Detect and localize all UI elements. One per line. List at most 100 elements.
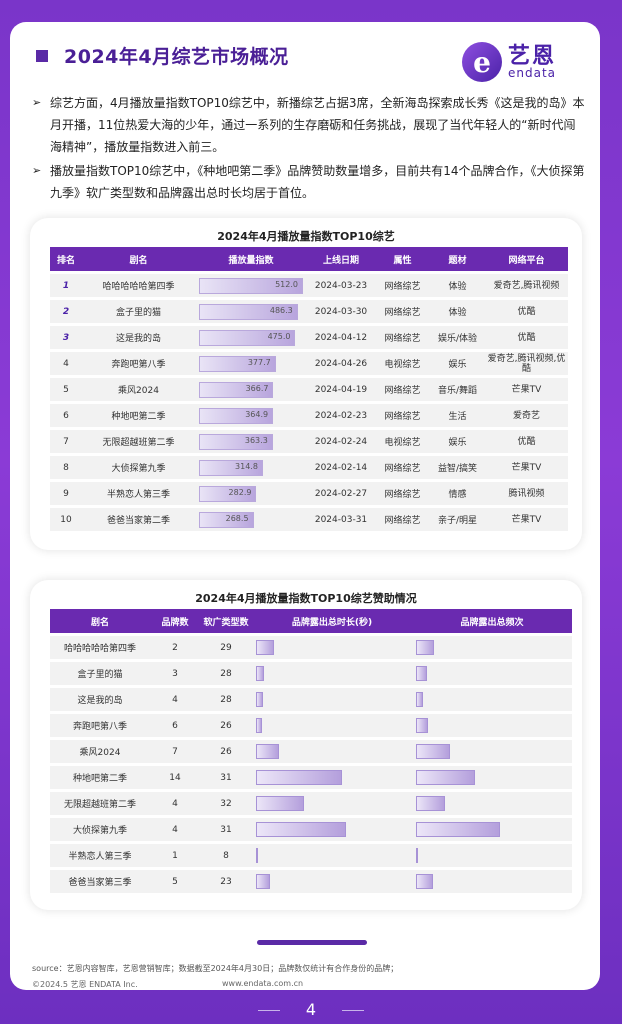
logo-cn-text: 艺恩 [508, 44, 557, 69]
table-row: 7 无限超越班第二季 363.3 2024-02-24 电视综艺 娱乐 优酷 [50, 430, 568, 453]
rank-cell: 6 [50, 404, 82, 427]
frequency-bar [416, 640, 434, 655]
genre-cell: 娱乐 [430, 352, 485, 375]
report-page: 2024年4月综艺市场概况 e 艺恩 endata ➢ 综艺方面，4月播放量指数… [10, 22, 600, 990]
table-row: 种地吧第二季 14 31 [50, 766, 572, 789]
table-row: 大侦探第九季 4 31 [50, 818, 572, 841]
date-cell: 2024-02-24 [307, 430, 375, 453]
rank-cell: 5 [50, 378, 82, 401]
bullet-text: 播放量指数TOP10综艺中，《种地吧第二季》品牌赞助数量增多，目前共有14个品牌… [50, 164, 585, 200]
types-cell: 31 [200, 766, 252, 789]
index-bar: 363.3 [199, 433, 273, 450]
frequency-bar [416, 822, 500, 837]
duration-bar [256, 796, 304, 811]
table-row: 乘风2024 7 26 [50, 740, 572, 763]
rank-cell: 10 [50, 508, 82, 531]
duration-cell [252, 766, 412, 789]
duration-bar [256, 666, 265, 681]
duration-bar [256, 692, 264, 707]
table-row: 5 乘风2024 366.7 2024-04-19 网络综艺 音乐/舞蹈 芒果TV [50, 378, 568, 401]
name-cell: 这是我的岛 [82, 326, 195, 349]
attr-cell: 网络综艺 [375, 456, 430, 479]
name-cell: 盒子里的猫 [82, 300, 195, 323]
col-name: 剧名 [82, 247, 195, 271]
date-cell: 2024-04-12 [307, 326, 375, 349]
col-attr: 属性 [375, 247, 430, 271]
source-note: source：艺恩内容智库，艺恩营销智库；数据截至2024年4月30日；品牌数仅… [32, 964, 399, 973]
duration-cell [252, 662, 412, 685]
genre-cell: 生活 [430, 404, 485, 427]
title-marker [36, 49, 48, 62]
date-cell: 2024-03-30 [307, 300, 375, 323]
genre-cell: 娱乐/体验 [430, 326, 485, 349]
summary-bullets: ➢ 综艺方面，4月播放量指数TOP10综艺中，新播综艺占据3席，全新海岛探索成长… [32, 92, 587, 206]
arrow-icon: ➢ [32, 164, 42, 177]
frequency-bar [416, 770, 475, 785]
platform-cell: 优酷 [485, 326, 568, 349]
rank-cell: 3 [50, 326, 82, 349]
rank-cell: 4 [50, 352, 82, 375]
rank-cell: 1 [50, 274, 82, 297]
bullet-text: 综艺方面，4月播放量指数TOP10综艺中，新播综艺占据3席，全新海岛探索成长秀《… [50, 96, 585, 154]
arrow-icon: ➢ [32, 96, 42, 109]
website-link[interactable]: www.endata.com.cn [222, 979, 304, 988]
index-value: 512.0 [275, 279, 298, 289]
date-cell: 2024-02-14 [307, 456, 375, 479]
index-bar: 268.5 [199, 511, 254, 528]
table-row: 盒子里的猫 3 28 [50, 662, 572, 685]
brands-cell: 1 [150, 844, 200, 867]
index-cell: 282.9 [195, 482, 307, 505]
col-types: 软广类型数 [200, 609, 252, 633]
name-cell: 无限超越班第二季 [50, 792, 150, 815]
col-duration: 品牌露出总时长(秒) [252, 609, 412, 633]
index-value: 364.9 [245, 409, 269, 419]
attr-cell: 电视综艺 [375, 352, 430, 375]
frequency-cell [412, 662, 572, 685]
table-row: 10 爸爸当家第二季 268.5 2024-03-31 网络综艺 亲子/明星 芒果TV [50, 508, 568, 531]
duration-cell [252, 844, 412, 867]
platform-cell: 芒果TV [485, 378, 568, 401]
platform-cell: 爱奇艺,腾讯视频,优酷 [485, 352, 568, 375]
frequency-cell [412, 688, 572, 711]
col-index: 播放量指数 [195, 247, 307, 271]
attr-cell: 网络综艺 [375, 482, 430, 505]
date-cell: 2024-04-19 [307, 378, 375, 401]
duration-bar [256, 640, 274, 655]
name-cell: 大侦探第九季 [82, 456, 195, 479]
col-brands: 品牌数 [150, 609, 200, 633]
table-row: 半熟恋人第三季 1 8 [50, 844, 572, 867]
index-value: 314.8 [235, 461, 258, 471]
platform-cell: 腾讯视频 [485, 482, 568, 505]
index-bar: 486.3 [199, 303, 298, 320]
page-title: 2024年4月综艺市场概况 [64, 46, 289, 68]
index-bar: 366.7 [199, 381, 274, 398]
genre-cell: 亲子/明星 [430, 508, 485, 531]
duration-bar [256, 744, 280, 759]
name-cell: 半熟恋人第三季 [50, 844, 150, 867]
duration-cell [252, 714, 412, 737]
attr-cell: 网络综艺 [375, 300, 430, 323]
bullet-item: ➢ 播放量指数TOP10综艺中，《种地吧第二季》品牌赞助数量增多，目前共有14个… [32, 160, 587, 204]
types-cell: 26 [200, 740, 252, 763]
frequency-bar [416, 848, 418, 863]
rank-cell: 8 [50, 456, 82, 479]
brands-cell: 4 [150, 792, 200, 815]
platform-cell: 爱奇艺 [485, 404, 568, 427]
name-cell: 盒子里的猫 [50, 662, 150, 685]
index-cell: 363.3 [195, 430, 307, 453]
index-cell: 377.7 [195, 352, 307, 375]
duration-cell [252, 636, 412, 659]
rank-cell: 2 [50, 300, 82, 323]
brands-cell: 14 [150, 766, 200, 789]
platform-cell: 爱奇艺,腾讯视频 [485, 274, 568, 297]
table-row: 4 奔跑吧第八季 377.7 2024-04-26 电视综艺 娱乐 爱奇艺,腾讯视频,优酷 [50, 352, 568, 375]
frequency-cell [412, 740, 572, 763]
name-cell: 大侦探第九季 [50, 818, 150, 841]
index-cell: 486.3 [195, 300, 307, 323]
table-row: 哈哈哈哈哈第四季 2 29 [50, 636, 572, 659]
table-row: 6 种地吧第二季 364.9 2024-02-23 网络综艺 生活 爱奇艺 [50, 404, 568, 427]
col-genre: 题材 [430, 247, 485, 271]
frequency-cell [412, 870, 572, 893]
name-cell: 半熟恋人第三季 [82, 482, 195, 505]
frequency-cell [412, 792, 572, 815]
